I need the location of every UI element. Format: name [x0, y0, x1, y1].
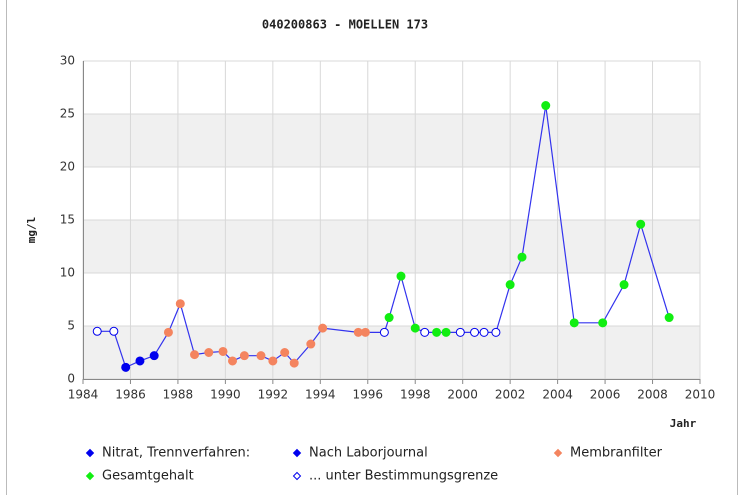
grid-band: [83, 114, 700, 167]
data-point: [268, 356, 278, 366]
x-tick-label: 1990: [210, 388, 241, 402]
data-point: [289, 358, 299, 368]
legend-label: Membranfilter: [570, 446, 663, 461]
legend-marker: [292, 471, 302, 481]
data-point: [218, 346, 228, 356]
data-point: [256, 351, 266, 361]
data-point: [541, 101, 551, 111]
data-point: [455, 327, 465, 337]
legend-marker: [292, 448, 302, 458]
data-point: [306, 339, 316, 349]
data-point: [135, 356, 145, 366]
data-point: [92, 326, 102, 336]
grid-band: [83, 326, 700, 379]
legend-label: ... unter Bestimmungsgrenze: [309, 469, 498, 484]
x-tick-label: 1988: [163, 388, 194, 402]
data-point: [360, 327, 370, 337]
data-point: [149, 351, 159, 361]
y-tick-label: 25: [60, 107, 75, 121]
data-point: [432, 327, 442, 337]
data-point: [636, 219, 646, 229]
legend-label: Nach Laborjournal: [309, 446, 428, 461]
legend-label: Gesamtgehalt: [102, 469, 194, 484]
x-tick-label: 1992: [258, 388, 289, 402]
data-point: [318, 323, 328, 333]
x-tick-label: 2008: [637, 388, 668, 402]
x-tick-label: 2002: [495, 388, 526, 402]
x-tick-label: 1986: [115, 388, 146, 402]
data-point: [479, 327, 489, 337]
data-point: [420, 327, 430, 337]
data-point: [175, 299, 185, 309]
data-point: [517, 252, 527, 262]
legend-label: Nitrat, Trennverfahren:: [102, 446, 250, 461]
y-tick-label: 15: [60, 213, 75, 227]
y-tick-label: 5: [67, 319, 75, 333]
data-point: [619, 280, 629, 290]
x-tick-label: 2010: [685, 388, 716, 402]
chart-title: 040200863 - MOELLEN 173: [262, 18, 428, 32]
y-tick-label: 10: [60, 266, 75, 280]
y-tick-label: 0: [67, 372, 75, 386]
x-tick-label: 1994: [305, 388, 336, 402]
x-tick-label: 2006: [590, 388, 621, 402]
data-point: [190, 350, 200, 360]
x-tick-label: 1984: [68, 388, 99, 402]
data-point: [379, 327, 389, 337]
legend-marker: [85, 448, 95, 458]
legend-marker: [85, 471, 95, 481]
data-point: [384, 313, 394, 323]
x-tick-label: 1996: [352, 388, 383, 402]
x-tick-label: 2004: [542, 388, 573, 402]
data-point: [505, 280, 515, 290]
y-tick-label: 20: [60, 160, 75, 174]
data-point: [109, 326, 119, 336]
grid-band: [83, 220, 700, 273]
data-point: [121, 362, 131, 372]
data-point: [470, 327, 480, 337]
y-tick-label: 30: [60, 54, 75, 68]
data-point: [441, 327, 451, 337]
data-point: [569, 318, 579, 328]
data-point: [598, 318, 608, 328]
data-point: [163, 327, 173, 337]
y-axis-label: mg/l: [25, 217, 38, 244]
data-point: [410, 323, 420, 333]
legend-marker: [553, 448, 563, 458]
data-point: [204, 348, 214, 357]
data-point: [664, 313, 674, 323]
data-point: [239, 351, 249, 361]
x-axis-label: Jahr: [670, 417, 697, 430]
x-tick-label: 1998: [400, 388, 431, 402]
data-point: [396, 271, 406, 281]
data-point: [280, 348, 290, 357]
data-point: [228, 356, 238, 366]
data-point: [491, 327, 501, 337]
x-tick-label: 2000: [447, 388, 478, 402]
